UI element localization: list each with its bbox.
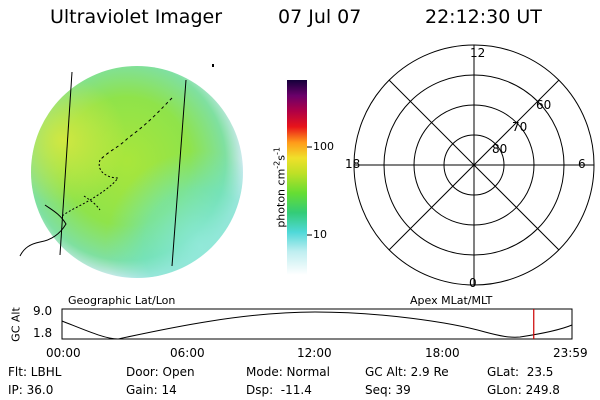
info-glon: GLon: 249.8: [487, 383, 560, 397]
altitude-ylabel: GC Alt: [9, 307, 23, 342]
info-glat: GLat: 23.5: [487, 365, 554, 379]
info-flt: Flt: LBHL: [8, 365, 62, 379]
mlt-0-label: 0: [469, 276, 477, 290]
colorbar-label: photon cm-2s-1: [272, 147, 288, 228]
xtick-0600: 06:00: [170, 346, 205, 360]
title: Ultraviolet Imager: [50, 6, 223, 28]
polar-grid: [353, 44, 595, 286]
date: 07 Jul 07: [278, 6, 362, 28]
xtick-1800: 18:00: [425, 346, 460, 360]
lat-60-label: 60: [536, 98, 552, 112]
xtick-1200: 12:00: [297, 346, 332, 360]
colorbar-tick-10: 10: [313, 228, 327, 241]
time: 22:12:30 UT: [425, 6, 542, 28]
uv-image-disk: [19, 64, 243, 278]
info-ip: IP: 36.0: [8, 383, 54, 397]
info-door: Door: Open: [126, 365, 195, 379]
xtick-2359: 23:59: [553, 346, 588, 360]
mlt-12-label: 12: [470, 46, 486, 60]
altitude-ytick-high: 9.0: [33, 304, 53, 318]
apex-caption: Apex MLat/MLT: [410, 294, 493, 307]
mlt-18-label: 18: [345, 157, 361, 171]
altitude-plot: [61, 308, 573, 340]
lat-80-label: 80: [492, 142, 508, 156]
geographic-caption: Geographic Lat/Lon: [68, 294, 176, 307]
colorbar-tick-100: 100: [313, 140, 334, 153]
colorbar: [287, 80, 312, 275]
info-gain: Gain: 14: [126, 383, 177, 397]
info-gcalt: GC Alt: 2.9 Re: [365, 365, 449, 379]
xtick-0000: 00:00: [46, 346, 81, 360]
info-dsp: Dsp: -11.4: [246, 383, 312, 397]
mlt-6-label: 6: [578, 157, 586, 171]
altitude-ytick-low: 1.8: [33, 326, 53, 340]
info-mode: Mode: Normal: [246, 365, 330, 379]
info-seq: Seq: 39: [365, 383, 411, 397]
lat-70-label: 70: [512, 120, 528, 134]
